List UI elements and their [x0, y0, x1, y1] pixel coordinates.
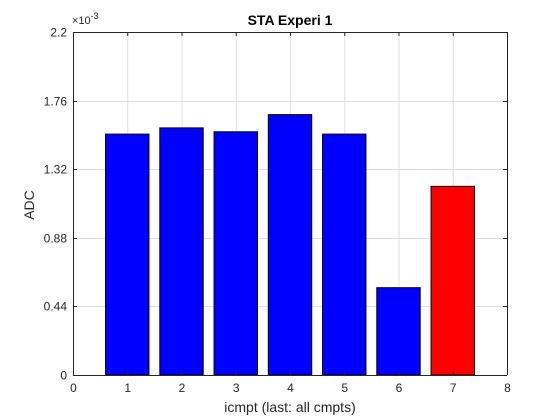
y-exponent-label: ×10-3: [72, 11, 99, 27]
y-exponent-prefix: ×10: [72, 15, 91, 27]
tick-labels: 0 1 2 3 4 5 6 7 8 0 0.44 0.88 1.32 1.76 2.2: [44, 26, 512, 396]
bar-2: [159, 127, 204, 376]
y-tick-label: 2.2: [50, 26, 67, 40]
x-tick-label: 7: [450, 381, 457, 395]
bar-3: [213, 131, 258, 376]
bar-6: [376, 287, 421, 376]
x-tick-label: 5: [341, 381, 348, 395]
x-tick-label: 1: [124, 381, 131, 395]
x-tick-label: 4: [287, 381, 294, 395]
x-tick-label: 2: [179, 381, 186, 395]
bar-1: [105, 133, 150, 376]
y-exponent-power: -3: [91, 11, 99, 21]
y-tick-label: 0.44: [44, 300, 68, 314]
x-tick-label: 8: [504, 381, 511, 395]
x-tick-label: 6: [396, 381, 403, 395]
y-tick-label: 0: [60, 369, 67, 383]
bar-7: [430, 185, 475, 376]
x-tick-label: 3: [233, 381, 240, 395]
y-tick-label: 1.76: [44, 95, 68, 109]
y-axis-label: ADC: [21, 190, 37, 220]
x-axis-label: icmpt (last: all cmpts): [224, 399, 355, 415]
chart-title: STA Experi 1: [248, 12, 333, 28]
y-tick-label: 0.88: [44, 232, 68, 246]
bar-4: [267, 114, 313, 376]
x-tick-label: 0: [70, 381, 77, 395]
svg-text:×10-3: ×10-3: [72, 11, 99, 27]
bars: [105, 114, 475, 376]
y-tick-label: 1.32: [44, 163, 68, 177]
axes: [73, 32, 508, 376]
bar-5: [322, 133, 367, 376]
